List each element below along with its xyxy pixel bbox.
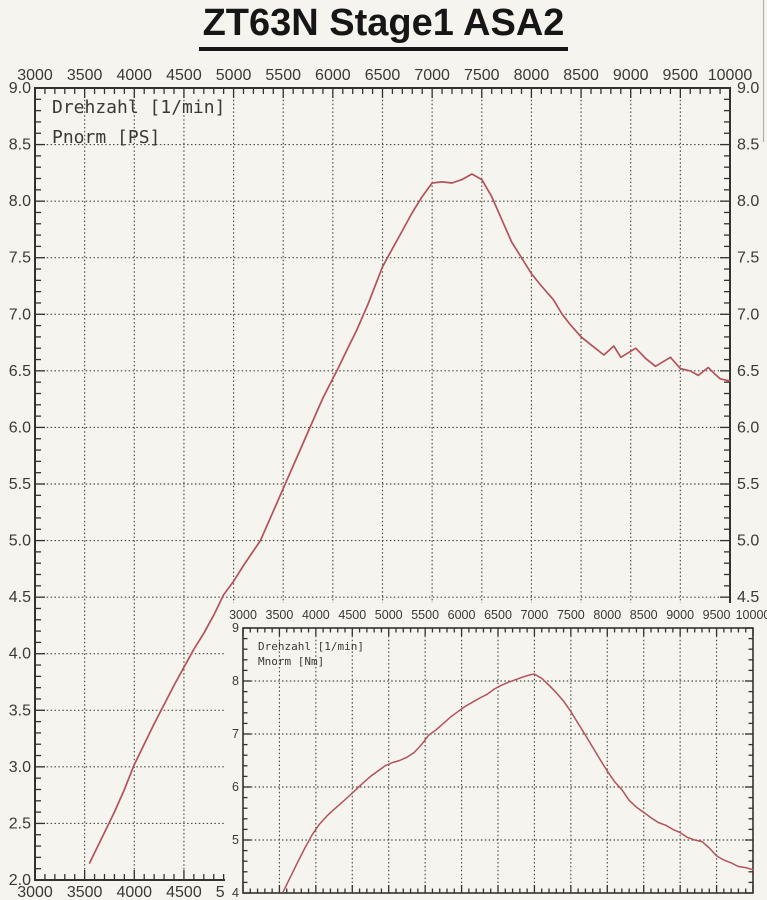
page-title: ZT63N Stage1 ASA2 [198, 2, 569, 51]
tick-label: 7000 [521, 608, 549, 622]
torque-legend-line-0: Drehzahl [1/min] [258, 640, 364, 653]
power-x-labels-top: 3000 3500 4000 4500 5000 5500 6000 6500 7000 7500… [17, 67, 752, 84]
tick-label: 6500 [484, 608, 512, 622]
tick-label: 8.0 [9, 193, 31, 210]
torque-x-labels-top: 3000 3500 4000 4500 5000 5500 6000 6500 7000 7500… [229, 608, 767, 622]
tick-label: 7.5 [9, 250, 31, 267]
tick-label: 3500 [266, 608, 294, 622]
power-legend-line-0: Drehzahl [1/min] [52, 97, 225, 118]
tick-label: 6.5 [9, 363, 31, 380]
tick-label: 4500 [166, 884, 202, 900]
tick-label: 6.0 [9, 419, 31, 436]
tick-label: 3000 [17, 67, 53, 84]
torque-legend-line-1: Mnorm [Nm] [258, 655, 324, 668]
tick-label: 4.5 [737, 589, 759, 606]
torque-grid [243, 628, 753, 893]
tick-label: 9.0 [9, 80, 31, 97]
tick-label: 5 [232, 833, 239, 847]
tick-label: 7.0 [9, 306, 31, 323]
tick-label: 10000 [736, 608, 767, 622]
tick-label: 7.0 [737, 306, 759, 323]
tick-label: 3000 [17, 884, 53, 900]
tick-label: 7500 [464, 67, 500, 84]
tick-label: 3.5 [9, 702, 31, 719]
torque-inset-chart: 3000 3500 4000 4500 5000 5500 6000 6500 7000 7500… [225, 603, 767, 900]
tick-label: 7 [232, 727, 239, 741]
torque-ticks [242, 627, 754, 894]
tick-label: 8.5 [9, 137, 31, 154]
tick-label: 5000 [216, 67, 252, 84]
tick-label: 5.0 [9, 533, 31, 550]
tick-label: 2.0 [9, 872, 31, 889]
tick-label: 8500 [630, 608, 658, 622]
power-legend-line-1: Pnorm [PS] [52, 127, 160, 148]
tick-label: 4000 [116, 884, 152, 900]
tick-label: 8.0 [737, 193, 759, 210]
tick-label: 4.0 [9, 646, 31, 663]
tick-label: 7.5 [737, 250, 759, 267]
tick-label: 4500 [166, 67, 202, 84]
tick-label: 8 [232, 674, 239, 688]
tick-label: 9500 [703, 608, 731, 622]
tick-label: 6.5 [737, 363, 759, 380]
tick-label: 6.0 [737, 419, 759, 436]
tick-label: 7500 [557, 608, 585, 622]
tick-label: 9000 [666, 608, 694, 622]
tick-label: 8500 [563, 67, 599, 84]
tick-label: 8.5 [737, 137, 759, 154]
power-curve [88, 173, 731, 864]
tick-label: 8000 [593, 608, 621, 622]
tick-label: 5.5 [9, 476, 31, 493]
tick-label: 6 [232, 780, 239, 794]
tick-label: 9.0 [737, 80, 759, 97]
torque-axis-frame [242, 627, 754, 894]
tick-label: 5.0 [737, 533, 759, 550]
tick-label: 5500 [411, 608, 439, 622]
tick-label: 7000 [414, 67, 450, 84]
tick-label: 10000 [708, 67, 753, 84]
torque-legend: Drehzahl [1/min] Mnorm [Nm] [258, 640, 364, 668]
tick-label: 9000 [613, 67, 649, 84]
tick-label: 3000 [229, 608, 257, 622]
tick-label: 8000 [514, 67, 550, 84]
tick-label: 6000 [315, 67, 351, 84]
tick-label: 2.5 [9, 815, 31, 832]
tick-label: 4 [232, 886, 239, 900]
tick-label: 4.5 [9, 589, 31, 606]
torque-y-labels-left: 4 5 6 7 8 9 [232, 621, 239, 900]
tick-label: 9500 [663, 67, 699, 84]
tick-label: 5.5 [737, 476, 759, 493]
tick-label: 5000 [375, 608, 403, 622]
page-title-wrap: ZT63N Stage1 ASA2 [0, 2, 767, 51]
tick-label: 9 [232, 621, 239, 635]
tick-label: 4500 [338, 608, 366, 622]
torque-curve [282, 673, 754, 893]
tick-label: 4000 [116, 67, 152, 84]
tick-label: 5500 [265, 67, 301, 84]
tick-label: 3500 [67, 67, 103, 84]
power-y-labels-left: 2.0 2.5 3.0 3.5 4.0 4.5 5.0 5.5 6.0 6.5 7.0 7.5 8.0 8… [9, 80, 31, 889]
tick-label: 3.0 [9, 759, 31, 776]
tick-label: 6500 [365, 67, 401, 84]
tick-label: 6000 [448, 608, 476, 622]
tick-label: 3500 [67, 884, 103, 900]
power-legend: Drehzahl [1/min] Pnorm [PS] [52, 97, 225, 148]
tick-label: 4000 [302, 608, 330, 622]
